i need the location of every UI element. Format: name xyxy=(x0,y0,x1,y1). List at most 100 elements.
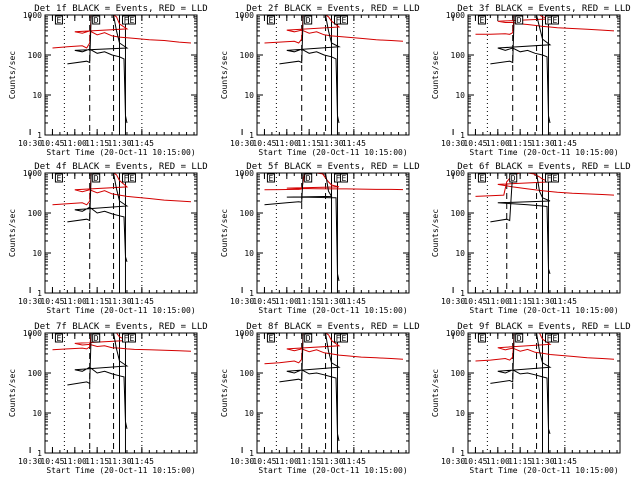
marker-label: E xyxy=(342,16,347,25)
series-lld xyxy=(264,333,404,365)
marker-box xyxy=(54,15,63,25)
y-axis-label: Counts/sec xyxy=(431,369,440,417)
x-tick-label: 11:45 xyxy=(553,457,577,466)
x-tick-label: 11:30 xyxy=(530,139,554,148)
series-events xyxy=(490,15,552,124)
marker-label: E xyxy=(57,334,62,343)
x-axis-label: Start Time (20-Oct-11 10:15:00) xyxy=(258,148,407,157)
x-tick-label: 10:30 xyxy=(441,139,465,148)
y-tick-label: 10 xyxy=(455,91,465,100)
y-tick-label: 10 xyxy=(455,249,465,258)
marker-box xyxy=(477,15,486,25)
x-tick-label: 10:30 xyxy=(18,457,42,466)
y-tick-label: 1000 xyxy=(446,11,465,20)
plot-frame xyxy=(44,172,198,294)
y-tick-label: 10 xyxy=(32,409,42,418)
y-tick-label: 100 xyxy=(451,51,466,60)
x-tick-label: 10:45 xyxy=(252,139,276,148)
marker-box xyxy=(339,333,348,343)
x-tick-label: 10:30 xyxy=(441,457,465,466)
marker-label: F xyxy=(336,174,341,183)
series-lld xyxy=(475,333,615,362)
x-tick-label: 11:15 xyxy=(85,139,109,148)
y-tick-label: 10 xyxy=(455,409,465,418)
series-lld xyxy=(475,15,615,35)
marker-label: D xyxy=(94,16,99,25)
marker-label: E xyxy=(269,334,274,343)
panel-det-4: Det 4f BLACK = Events, RED = LLD Counts/s… xyxy=(8,162,208,315)
x-axis-label: Start Time (20-Oct-11 10:15:00) xyxy=(469,148,618,157)
series-events xyxy=(490,333,552,435)
panel-title: Det 7f BLACK = Events, RED = LLD xyxy=(34,322,207,332)
panel-title: Det 4f BLACK = Events, RED = LLD xyxy=(34,162,207,172)
x-tick-label: 10:30 xyxy=(441,297,465,306)
y-axis-label: Counts/sec xyxy=(220,51,229,99)
series-lld xyxy=(475,173,615,197)
series-events xyxy=(67,173,129,263)
series-events xyxy=(490,173,551,275)
y-tick-label: 1000 xyxy=(446,169,465,178)
y-tick-label: 10 xyxy=(32,249,42,258)
x-axis-label: Start Time (20-Oct-11 10:15:00) xyxy=(258,306,407,315)
marker-box xyxy=(266,15,275,25)
x-tick-label: 11:00 xyxy=(275,139,299,148)
x-tick-label: 11:00 xyxy=(63,139,87,148)
y-tick-label: 100 xyxy=(28,369,43,378)
panel-det-3: Det 3f BLACK = Events, RED = LLD Counts/s… xyxy=(431,4,631,157)
y-tick-label: 100 xyxy=(240,51,255,60)
marker-label: E xyxy=(269,16,274,25)
y-tick-label: 1 xyxy=(249,131,254,140)
series-events xyxy=(67,15,129,124)
y-tick-label: 1000 xyxy=(23,329,42,338)
marker-box xyxy=(550,15,559,25)
marker-box xyxy=(127,173,136,183)
plot-frame xyxy=(256,332,410,454)
series-lld xyxy=(264,15,404,44)
x-tick-label: 11:45 xyxy=(342,139,366,148)
series-events xyxy=(264,173,340,282)
marker-box xyxy=(515,15,524,25)
panel-det-6: Det 6f BLACK = Events, RED = LLD Counts/s… xyxy=(431,162,631,315)
x-tick-label: 10:45 xyxy=(463,139,487,148)
plot-frame xyxy=(467,332,621,454)
y-tick-label: 1 xyxy=(37,289,42,298)
x-tick-label: 11:00 xyxy=(486,297,510,306)
marker-label: E xyxy=(130,174,135,183)
x-axis-label: Start Time (20-Oct-11 10:15:00) xyxy=(46,148,195,157)
panel-det-7: Det 7f BLACK = Events, RED = LLD Counts/s… xyxy=(8,322,208,475)
series-lld xyxy=(52,173,192,206)
marker-label: D xyxy=(517,334,522,343)
x-tick-label: 10:45 xyxy=(252,457,276,466)
series-events xyxy=(279,333,341,442)
marker-label: E xyxy=(342,334,347,343)
marker-label: E xyxy=(480,334,485,343)
marker-label: E xyxy=(57,16,62,25)
marker-label: E xyxy=(130,16,135,25)
y-tick-label: 1000 xyxy=(23,169,42,178)
marker-box xyxy=(266,173,275,183)
x-tick-label: 11:45 xyxy=(553,297,577,306)
marker-label: F xyxy=(336,334,341,343)
panel-title: Det 2f BLACK = Events, RED = LLD xyxy=(246,4,419,14)
marker-box xyxy=(54,333,63,343)
marker-label: F xyxy=(547,174,552,183)
marker-label: E xyxy=(553,16,558,25)
x-tick-label: 11:00 xyxy=(275,297,299,306)
panel-det-5: Det 5f BLACK = Events, RED = LLD Counts/s… xyxy=(220,162,420,315)
marker-label: E xyxy=(342,174,347,183)
y-tick-label: 100 xyxy=(451,369,466,378)
y-tick-label: 100 xyxy=(451,209,466,218)
x-tick-label: 11:30 xyxy=(319,139,343,148)
marker-box xyxy=(127,333,136,343)
panel-det-2: Det 2f BLACK = Events, RED = LLD Counts/s… xyxy=(220,4,420,157)
marker-label: D xyxy=(306,174,311,183)
marker-box xyxy=(266,333,275,343)
plot-frame xyxy=(467,172,621,294)
series-lld xyxy=(52,333,192,352)
x-tick-label: 11:00 xyxy=(63,297,87,306)
x-axis-label: Start Time (20-Oct-11 10:15:00) xyxy=(469,306,618,315)
marker-label: F xyxy=(124,174,129,183)
x-axis-label: Start Time (20-Oct-11 10:15:00) xyxy=(46,466,195,475)
marker-box xyxy=(515,333,524,343)
x-tick-label: 11:00 xyxy=(275,457,299,466)
